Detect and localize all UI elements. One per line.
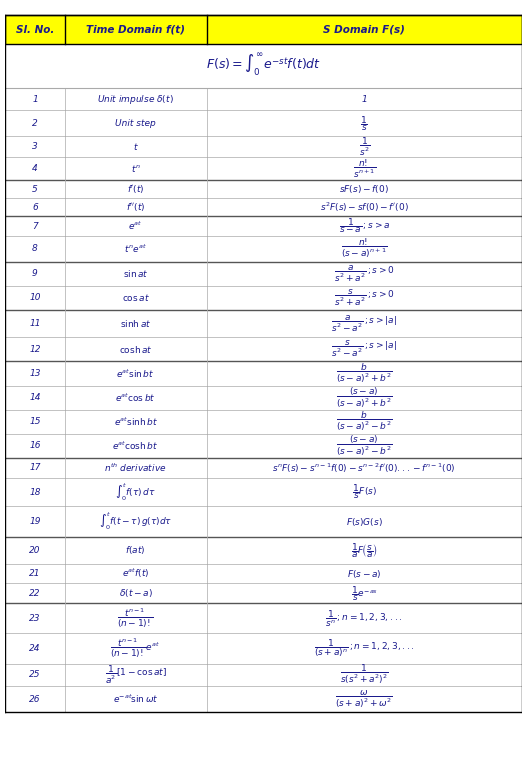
Text: $\dfrac{b}{(s-a)^2-b^2}$: $\dfrac{b}{(s-a)^2-b^2}$ bbox=[336, 410, 393, 433]
Text: $n^{th}$ derivative: $n^{th}$ derivative bbox=[104, 462, 167, 474]
Text: 13: 13 bbox=[29, 369, 41, 378]
Text: $e^{at}\cos bt$: $e^{at}\cos bt$ bbox=[115, 392, 156, 404]
Text: 9: 9 bbox=[32, 269, 38, 278]
Text: $f''(t)$: $f''(t)$ bbox=[126, 201, 145, 214]
Text: $\dfrac{t^{n-1}}{(n-1)!}e^{at}$: $\dfrac{t^{n-1}}{(n-1)!}e^{at}$ bbox=[111, 637, 161, 660]
Text: 11: 11 bbox=[29, 319, 41, 328]
Text: $\dfrac{t^{n-1}}{(n-1)!}$: $\dfrac{t^{n-1}}{(n-1)!}$ bbox=[117, 607, 154, 630]
Bar bbox=[5, 15, 522, 44]
Text: $\sinh at$: $\sinh at$ bbox=[120, 318, 151, 329]
Text: $t^n e^{at}$: $t^n e^{at}$ bbox=[124, 243, 147, 255]
Text: $sF(s) - f(0)$: $sF(s) - f(0)$ bbox=[339, 183, 389, 195]
Text: $\sin at$: $\sin at$ bbox=[123, 268, 149, 279]
Text: $\dfrac{1}{s}F(s)$: $\dfrac{1}{s}F(s)$ bbox=[352, 483, 377, 501]
Text: $e^{at}f(t)$: $e^{at}f(t)$ bbox=[122, 567, 150, 581]
Text: $\dfrac{n!}{(s-a)^{n+1}}$: $\dfrac{n!}{(s-a)^{n+1}}$ bbox=[341, 237, 387, 261]
Text: $e^{at}$: $e^{at}$ bbox=[129, 220, 143, 232]
Text: $\dfrac{(s-a)}{(s-a)^2+b^2}$: $\dfrac{(s-a)}{(s-a)^2+b^2}$ bbox=[336, 386, 393, 409]
Text: 16: 16 bbox=[29, 442, 41, 450]
Text: $\cosh at$: $\cosh at$ bbox=[119, 344, 152, 355]
Text: $\int_0^t f(\tau)\,d\tau$: $\int_0^t f(\tau)\,d\tau$ bbox=[115, 481, 156, 503]
Text: 6: 6 bbox=[32, 203, 38, 212]
Text: 10: 10 bbox=[29, 293, 41, 302]
Text: $\dfrac{b}{(s-a)^2+b^2}$: $\dfrac{b}{(s-a)^2+b^2}$ bbox=[336, 362, 393, 385]
Text: 15: 15 bbox=[29, 417, 41, 426]
Text: $f'(t)$: $f'(t)$ bbox=[127, 183, 144, 195]
Text: $\int_0^t f(t-\tau)\,g(\tau)d\tau$: $\int_0^t f(t-\tau)\,g(\tau)d\tau$ bbox=[99, 510, 172, 533]
Text: $\dfrac{a}{s^2+a^2}\,;s>0$: $\dfrac{a}{s^2+a^2}\,;s>0$ bbox=[334, 264, 395, 284]
Text: 8: 8 bbox=[32, 244, 38, 253]
Text: $\dfrac{s}{s^2+a^2}\,;s>0$: $\dfrac{s}{s^2+a^2}\,;s>0$ bbox=[334, 288, 395, 308]
Text: 12: 12 bbox=[29, 345, 41, 354]
Text: 4: 4 bbox=[32, 164, 38, 173]
Text: $\delta(t-a)$: $\delta(t-a)$ bbox=[119, 588, 153, 599]
Text: $\dfrac{1}{s}e^{-as}$: $\dfrac{1}{s}e^{-as}$ bbox=[350, 584, 378, 603]
Text: Unit impulse $\delta(t)$: Unit impulse $\delta(t)$ bbox=[97, 93, 174, 106]
Text: Time Domain f(t): Time Domain f(t) bbox=[86, 25, 185, 35]
Text: $\dfrac{a}{s^2-a^2}\,;s>|a|$: $\dfrac{a}{s^2-a^2}\,;s>|a|$ bbox=[331, 314, 397, 334]
Text: $F(s) = \int_0^{\infty} e^{-st}f(t)dt$: $F(s) = \int_0^{\infty} e^{-st}f(t)dt$ bbox=[206, 52, 321, 79]
Text: 23: 23 bbox=[29, 614, 41, 623]
Text: $\dfrac{1}{s^2}$: $\dfrac{1}{s^2}$ bbox=[358, 136, 370, 158]
Text: Unit step: Unit step bbox=[115, 119, 156, 128]
Text: $\cos at$: $\cos at$ bbox=[122, 292, 150, 303]
Text: 25: 25 bbox=[29, 671, 41, 679]
Text: 5: 5 bbox=[32, 184, 38, 194]
Text: 21: 21 bbox=[29, 569, 41, 578]
Text: 17: 17 bbox=[29, 463, 41, 473]
Text: 1: 1 bbox=[32, 95, 38, 103]
Text: $s^2F(s) - sf(0) - f'(0)$: $s^2F(s) - sf(0) - f'(0)$ bbox=[320, 200, 408, 214]
Text: $\dfrac{(s-a)}{(s-a)^2-b^2}$: $\dfrac{(s-a)}{(s-a)^2-b^2}$ bbox=[336, 434, 393, 458]
Text: $\dfrac{1}{s(s^2+a^2)^2}$: $\dfrac{1}{s(s^2+a^2)^2}$ bbox=[340, 663, 388, 686]
Text: $\dfrac{1}{a^2}[1-\cos at]$: $\dfrac{1}{a^2}[1-\cos at]$ bbox=[105, 664, 167, 686]
Text: $s^nF(s) - s^{n-1}f(0) - s^{n-2}f'(0)...- f^{n-1}(0)$: $s^nF(s) - s^{n-1}f(0) - s^{n-2}f'(0)...… bbox=[272, 461, 456, 475]
Text: 7: 7 bbox=[32, 221, 38, 231]
Text: $t^n$: $t^n$ bbox=[131, 163, 141, 174]
Text: $e^{at}\sinh bt$: $e^{at}\sinh bt$ bbox=[114, 416, 158, 428]
Text: Sl. No.: Sl. No. bbox=[16, 25, 54, 35]
Text: 14: 14 bbox=[29, 393, 41, 402]
Text: S Domain F(s): S Domain F(s) bbox=[323, 25, 405, 35]
Text: 18: 18 bbox=[29, 487, 41, 497]
Text: $e^{at}\cosh bt$: $e^{at}\cosh bt$ bbox=[112, 439, 159, 452]
Text: $t$: $t$ bbox=[133, 141, 139, 152]
Text: $F(s)G(s)$: $F(s)G(s)$ bbox=[346, 516, 383, 527]
Text: $\dfrac{1}{(s+a)^n}\,;n=1,2,3,...$: $\dfrac{1}{(s+a)^n}\,;n=1,2,3,...$ bbox=[314, 638, 415, 659]
Text: 19: 19 bbox=[29, 517, 41, 526]
Text: $F(s-a)$: $F(s-a)$ bbox=[347, 567, 382, 580]
Text: 20: 20 bbox=[29, 546, 41, 554]
Text: $\dfrac{n!}{s^{n+1}}$: $\dfrac{n!}{s^{n+1}}$ bbox=[353, 157, 376, 180]
Text: $\dfrac{1}{a}F\!\left(\dfrac{s}{a}\right)$: $\dfrac{1}{a}F\!\left(\dfrac{s}{a}\right… bbox=[351, 540, 378, 560]
Text: $\dfrac{1}{s^n}\,;n=1,2,3,...$: $\dfrac{1}{s^n}\,;n=1,2,3,...$ bbox=[325, 608, 403, 628]
Text: 2: 2 bbox=[32, 119, 38, 128]
Text: 24: 24 bbox=[29, 644, 41, 653]
Text: $\dfrac{1}{s-a}\,;s>a$: $\dfrac{1}{s-a}\,;s>a$ bbox=[338, 217, 390, 235]
Text: $f(at)$: $f(at)$ bbox=[125, 544, 146, 556]
Text: 3: 3 bbox=[32, 142, 38, 151]
Text: $\dfrac{1}{s}$: $\dfrac{1}{s}$ bbox=[360, 114, 368, 133]
Text: $\dfrac{s}{s^2-a^2}\,;s>|a|$: $\dfrac{s}{s^2-a^2}\,;s>|a|$ bbox=[331, 339, 397, 359]
Text: $e^{at}\sin bt$: $e^{at}\sin bt$ bbox=[116, 367, 155, 379]
Text: 26: 26 bbox=[29, 695, 41, 704]
Text: $e^{-at}\sin\omega t$: $e^{-at}\sin\omega t$ bbox=[113, 693, 159, 705]
Text: 22: 22 bbox=[29, 589, 41, 598]
Text: $\dfrac{\omega}{(s+a)^2+\omega^2}$: $\dfrac{\omega}{(s+a)^2+\omega^2}$ bbox=[335, 689, 393, 709]
Text: 1: 1 bbox=[362, 95, 367, 103]
